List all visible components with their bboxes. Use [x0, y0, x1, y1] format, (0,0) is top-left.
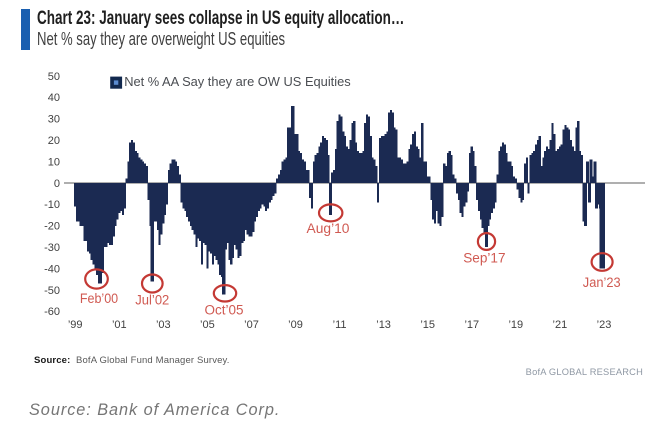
svg-text:50: 50	[48, 71, 60, 83]
svg-text:-10: -10	[44, 199, 60, 211]
svg-text:Jan’23: Jan’23	[583, 275, 621, 290]
svg-text:Aug’10: Aug’10	[307, 221, 350, 236]
svg-text:’01: ’01	[112, 319, 127, 331]
svg-text:’05: ’05	[200, 319, 215, 331]
svg-text:Sep’17: Sep’17	[463, 251, 505, 266]
svg-text:’13: ’13	[376, 319, 391, 331]
svg-text:30: 30	[48, 114, 60, 126]
svg-text:Feb’00: Feb’00	[80, 291, 118, 306]
svg-text:’21: ’21	[553, 319, 568, 331]
svg-text:’07: ’07	[244, 319, 259, 331]
svg-text:-50: -50	[44, 285, 60, 297]
svg-text:-30: -30	[44, 242, 60, 254]
svg-text:Oct’05: Oct’05	[205, 303, 244, 318]
svg-text:’99: ’99	[68, 319, 83, 331]
svg-text:’23: ’23	[597, 319, 612, 331]
svg-text:’11: ’11	[333, 319, 347, 331]
svg-text:’03: ’03	[156, 319, 171, 331]
svg-text:-40: -40	[44, 263, 60, 275]
svg-text:-20: -20	[44, 221, 60, 233]
svg-text:20: 20	[48, 135, 60, 147]
svg-text:0: 0	[54, 178, 60, 190]
svg-text:’19: ’19	[508, 319, 523, 331]
svg-text:’15: ’15	[420, 319, 435, 331]
svg-text:’09: ’09	[288, 319, 303, 331]
svg-text:40: 40	[48, 92, 60, 104]
svg-text:Jul’02: Jul’02	[135, 293, 169, 308]
svg-text:Net % AA Say they are OW US Eq: Net % AA Say they are OW US Equities	[124, 74, 351, 89]
svg-text:’17: ’17	[464, 319, 479, 331]
svg-text:-60: -60	[44, 306, 60, 318]
svg-text:10: 10	[48, 156, 60, 168]
